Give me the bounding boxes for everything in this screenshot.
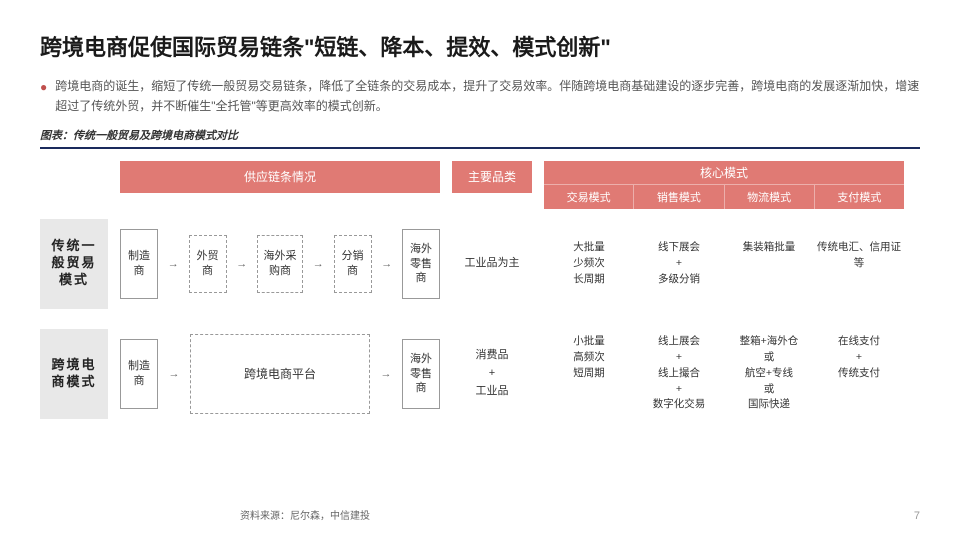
node-overseas-buyer: 海外采购商 <box>257 235 303 293</box>
header-sub-1: 销售模式 <box>634 185 724 209</box>
node-overseas-retailer: 海外零售商 <box>402 229 440 299</box>
row1-core-0: 大批量少频次长周期 <box>544 240 634 287</box>
row1-core-3: 传统电汇、信用证等 <box>814 240 904 287</box>
row1-core-1: 线下展会+多级分销 <box>634 240 724 287</box>
row2-core: 小批量高频次短周期 线上展会+线上撮合+数字化交易 整箱+海外仓或航空+专线或国… <box>544 334 904 413</box>
node-manufacturer: 制造商 <box>120 229 158 299</box>
header-sub-2: 物流模式 <box>725 185 815 209</box>
header-core-subs: 交易模式 销售模式 物流模式 支付模式 <box>544 185 904 209</box>
header-sub-3: 支付模式 <box>815 185 904 209</box>
row1-core-2: 集装箱批量 <box>724 240 814 287</box>
divider <box>40 147 920 149</box>
chart-caption: 图表：传统一般贸易及跨境电商模式对比 <box>40 127 920 143</box>
node-overseas-retailer-2: 海外零售商 <box>402 339 440 409</box>
row1-core: 大批量少频次长周期 线下展会+多级分销 集装箱批量 传统电汇、信用证等 <box>544 240 904 287</box>
source-text: 资料来源：尼尔森，中信建投 <box>240 507 370 522</box>
row-ecommerce: 跨境电商模式 制造商 → 跨境电商平台 → 海外零售商 消费品+工业品 小批量高… <box>40 329 920 419</box>
header-category: 主要品类 <box>452 161 532 193</box>
header-core: 核心模式 交易模式 销售模式 物流模式 支付模式 <box>544 161 904 209</box>
node-manufacturer-2: 制造商 <box>120 339 158 409</box>
node-trader: 外贸商 <box>189 235 227 293</box>
slide-title: 跨境电商促使国际贸易链条"短链、降本、提效、模式创新" <box>40 30 920 62</box>
table-header-row: 供应链条情况 主要品类 核心模式 交易模式 销售模式 物流模式 支付模式 <box>120 161 920 209</box>
header-supply: 供应链条情况 <box>120 161 440 193</box>
arrow-icon: → <box>168 368 181 380</box>
row2-core-1: 线上展会+线上撮合+数字化交易 <box>634 334 724 413</box>
row-traditional: 传统一般贸易模式 制造商 → 外贸商 → 海外采购商 → 分销商 → 海外零售商… <box>40 219 920 309</box>
row1-category: 工业品为主 <box>452 255 532 273</box>
node-distributor: 分销商 <box>334 235 372 293</box>
description-row: ● 跨境电商的诞生，缩短了传统一般贸易交易链条，降低了全链条的交易成本，提升了交… <box>40 76 920 117</box>
arrow-icon: → <box>235 258 248 270</box>
arrow-icon: → <box>167 258 180 270</box>
header-sub-0: 交易模式 <box>544 185 634 209</box>
row1-label: 传统一般贸易模式 <box>40 219 108 309</box>
bullet-icon: ● <box>40 80 47 94</box>
header-core-title: 核心模式 <box>544 161 904 185</box>
page-number: 7 <box>914 510 920 522</box>
arrow-icon: → <box>312 258 325 270</box>
comparison-table: 供应链条情况 主要品类 核心模式 交易模式 销售模式 物流模式 支付模式 传统一… <box>40 161 920 439</box>
row2-label: 跨境电商模式 <box>40 329 108 419</box>
row2-core-3: 在线支付+传统支付 <box>814 334 904 413</box>
row2-core-2: 整箱+海外仓或航空+专线或国际快递 <box>724 334 814 413</box>
row2-category: 消费品+工业品 <box>452 347 532 400</box>
node-platform: 跨境电商平台 <box>190 334 370 414</box>
row1-supply-chain: 制造商 → 外贸商 → 海外采购商 → 分销商 → 海外零售商 <box>120 229 440 299</box>
row2-supply-chain: 制造商 → 跨境电商平台 → 海外零售商 <box>120 334 440 414</box>
row2-core-0: 小批量高频次短周期 <box>544 334 634 413</box>
description-text: 跨境电商的诞生，缩短了传统一般贸易交易链条，降低了全链条的交易成本，提升了交易效… <box>55 76 920 117</box>
arrow-icon: → <box>380 258 393 270</box>
arrow-icon: → <box>380 368 393 380</box>
